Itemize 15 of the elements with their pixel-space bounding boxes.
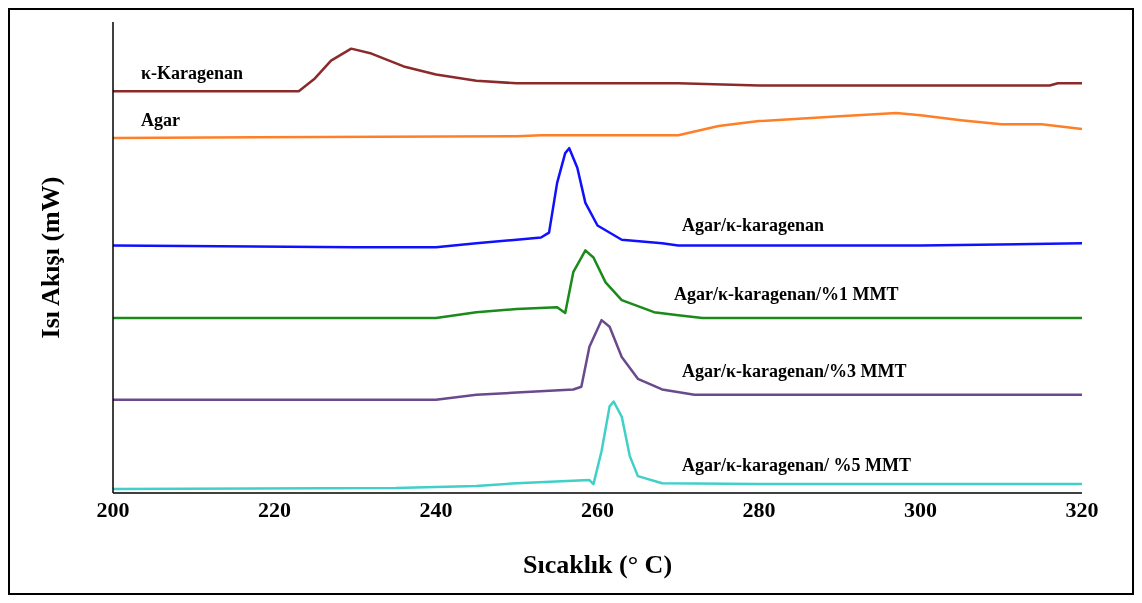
x-tick-label: 260 [581, 496, 614, 522]
x-tick-label: 220 [258, 496, 291, 522]
x-tick-label: 320 [1065, 496, 1099, 522]
x-tick-label: 240 [419, 496, 453, 522]
series-label: Agar [141, 109, 180, 130]
series-label: Agar/κ-karagenan/ %5 MMT [682, 455, 912, 476]
series-label: κ-Karagenan [141, 63, 243, 84]
series-label: Agar/κ-karagenan/%3 MMT [682, 361, 907, 382]
y-axis-title: Isı Akışı (mW) [36, 176, 66, 339]
x-tick-label: 300 [904, 496, 937, 522]
x-tick-label: 280 [742, 496, 776, 522]
series-label: Agar/κ-karagenan [682, 215, 825, 236]
series-label: Agar/κ-karagenan/%1 MMT [674, 284, 899, 305]
x-tick-label: 200 [96, 496, 130, 522]
x-axis-title: Sıcaklık (° C) [522, 550, 673, 579]
